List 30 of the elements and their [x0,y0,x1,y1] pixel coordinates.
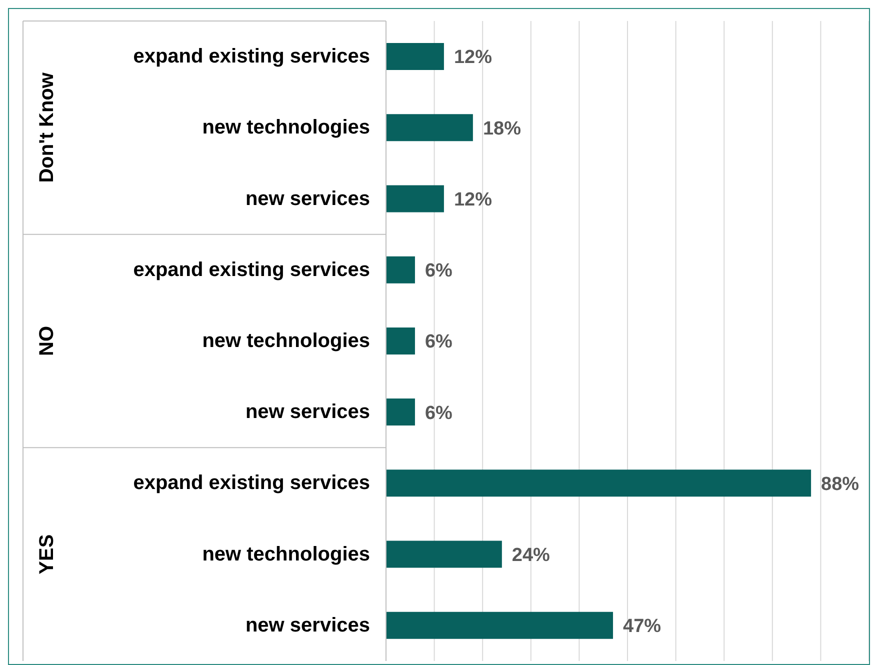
y-tick-label: new services [245,614,370,636]
bar [386,612,614,639]
y-tick-label: expand existing services [133,472,370,494]
y-tick-label: new services [245,188,370,210]
bar [386,185,444,212]
text: Don't Know [36,72,58,183]
bar [386,114,473,142]
data-label: 18% [482,118,522,140]
bar [386,540,502,568]
y-tick-label: new technologies [202,116,370,139]
data-label: 12% [454,189,492,210]
bar [386,43,444,70]
data-label: 12% [454,47,492,68]
text: NO [36,326,58,356]
y-tick-label: new services [245,401,370,424]
y-tick-label: expand existing services [133,258,370,281]
y-tick-label: new technologies [202,543,370,566]
bar [386,256,415,284]
y-tick-label: new technologies [202,330,370,352]
bar [386,327,415,354]
data-label: 47% [623,616,662,638]
data-label: 6% [424,402,453,424]
text: YES [36,534,58,574]
y-tick-label: expand existing services [133,46,370,68]
bar [386,398,415,426]
data-label: 6% [424,332,453,353]
bar [386,470,812,497]
data-label: 6% [424,260,453,282]
data-label: 88% [821,474,860,495]
data-label: 24% [512,545,550,566]
